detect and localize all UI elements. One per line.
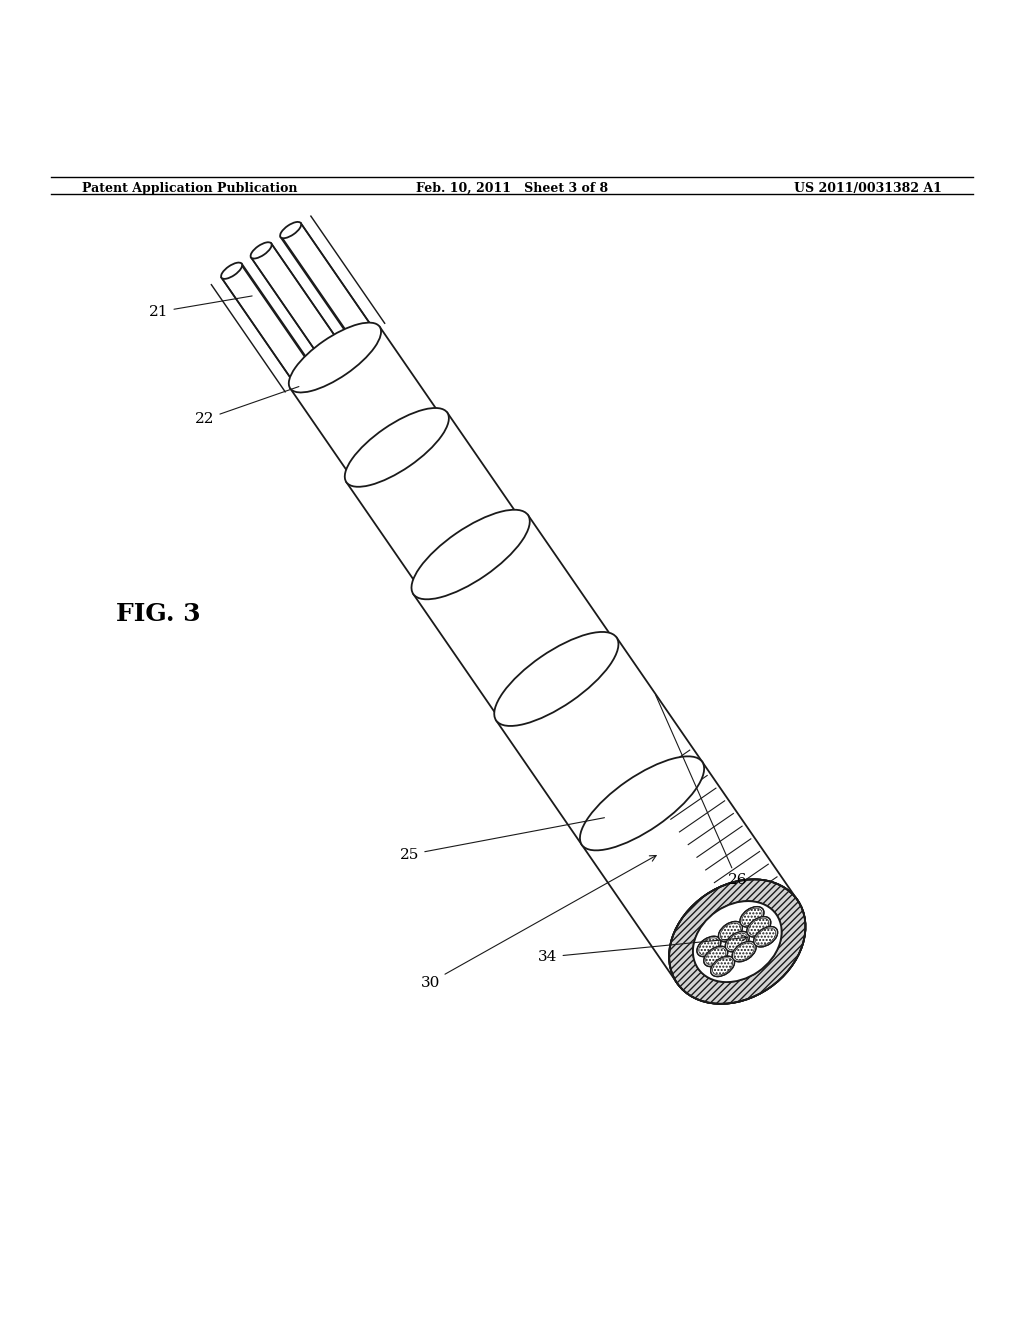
- Ellipse shape: [719, 921, 742, 941]
- Ellipse shape: [732, 941, 756, 962]
- Ellipse shape: [746, 916, 771, 937]
- Ellipse shape: [669, 879, 806, 1003]
- Ellipse shape: [693, 902, 781, 982]
- Ellipse shape: [251, 243, 271, 259]
- Ellipse shape: [325, 350, 345, 366]
- Ellipse shape: [221, 263, 242, 279]
- Ellipse shape: [412, 510, 529, 599]
- Ellipse shape: [754, 927, 777, 946]
- Text: US 2011/0031382 A1: US 2011/0031382 A1: [795, 182, 942, 195]
- Ellipse shape: [711, 956, 734, 977]
- Ellipse shape: [719, 921, 742, 941]
- Ellipse shape: [697, 936, 721, 957]
- Text: 30: 30: [421, 855, 656, 990]
- Ellipse shape: [350, 412, 443, 482]
- Text: 22: 22: [195, 387, 299, 426]
- Ellipse shape: [754, 927, 777, 946]
- Ellipse shape: [580, 756, 705, 850]
- Text: 34: 34: [539, 935, 748, 964]
- Text: 21: 21: [148, 296, 252, 319]
- Ellipse shape: [740, 907, 764, 927]
- Ellipse shape: [354, 329, 375, 346]
- Ellipse shape: [725, 932, 750, 952]
- Ellipse shape: [345, 408, 449, 487]
- Ellipse shape: [740, 907, 764, 927]
- Text: FIG. 3: FIG. 3: [117, 602, 201, 626]
- Ellipse shape: [703, 946, 728, 966]
- Ellipse shape: [693, 902, 781, 982]
- Ellipse shape: [746, 916, 771, 937]
- Ellipse shape: [498, 634, 615, 723]
- Ellipse shape: [725, 932, 750, 952]
- Ellipse shape: [295, 370, 316, 385]
- Ellipse shape: [281, 222, 301, 238]
- Ellipse shape: [419, 515, 522, 594]
- Ellipse shape: [711, 956, 734, 977]
- Ellipse shape: [495, 632, 618, 726]
- Ellipse shape: [732, 941, 756, 962]
- Ellipse shape: [294, 326, 377, 389]
- Text: Patent Application Publication: Patent Application Publication: [82, 182, 297, 195]
- Ellipse shape: [669, 879, 806, 1003]
- Text: Feb. 10, 2011   Sheet 3 of 8: Feb. 10, 2011 Sheet 3 of 8: [416, 182, 608, 195]
- Ellipse shape: [703, 946, 728, 966]
- Text: 26: 26: [655, 696, 748, 887]
- Text: 25: 25: [400, 817, 604, 862]
- Ellipse shape: [697, 936, 721, 957]
- Ellipse shape: [289, 322, 381, 392]
